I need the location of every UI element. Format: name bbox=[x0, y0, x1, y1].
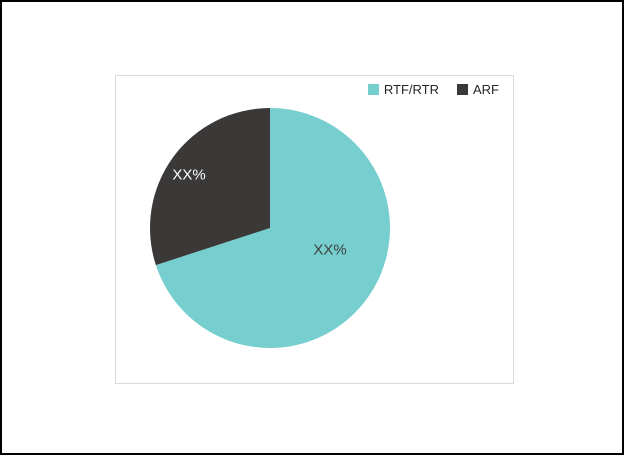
slice-label-rtf-rtr: XX% bbox=[313, 241, 347, 259]
legend: RTF/RTR ARF bbox=[367, 82, 499, 97]
pie-slice-rtf-rtr[interactable] bbox=[155, 108, 390, 348]
legend-swatch-arf bbox=[457, 84, 468, 95]
pie-chart[interactable] bbox=[148, 106, 392, 350]
legend-swatch-rtf-rtr bbox=[367, 84, 379, 95]
legend-label-arf: ARF bbox=[473, 82, 499, 97]
legend-item-arf[interactable]: ARF bbox=[457, 83, 499, 96]
pie-slice-arf[interactable] bbox=[149, 107, 270, 266]
chart-panel: RTF/RTR ARF XX% XX% bbox=[115, 75, 514, 384]
legend-item-rtf-rtr[interactable]: RTF/RTR bbox=[367, 82, 439, 97]
slice-label-arf: XX% bbox=[172, 166, 206, 184]
legend-label-rtf-rtr: RTF/RTR bbox=[383, 82, 439, 97]
